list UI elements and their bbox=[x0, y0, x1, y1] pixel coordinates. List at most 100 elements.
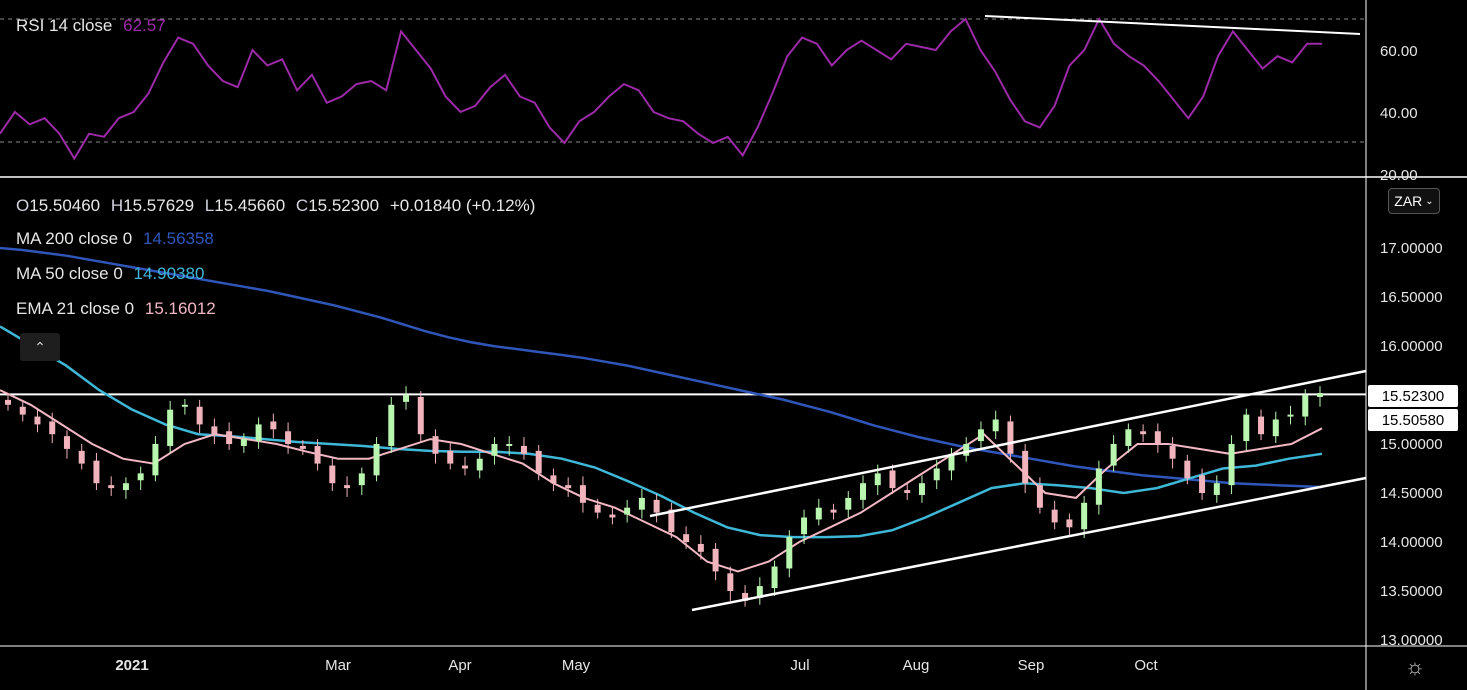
candle-body bbox=[1125, 429, 1132, 446]
candle-body bbox=[683, 534, 690, 542]
candle-body bbox=[476, 458, 483, 471]
candle-body bbox=[270, 421, 277, 430]
time-axis-label: 2021 bbox=[115, 657, 148, 674]
ma50-legend: MA 50 close 0 14.90380 bbox=[16, 264, 210, 284]
candle-body bbox=[461, 465, 468, 469]
candle-body bbox=[167, 409, 174, 446]
settings-button[interactable]: ☼ bbox=[1402, 654, 1428, 680]
candle-body bbox=[1154, 431, 1161, 444]
candle-body bbox=[1081, 502, 1088, 530]
candle-body bbox=[1036, 485, 1043, 508]
candle-body bbox=[358, 473, 365, 486]
candle-body bbox=[49, 421, 56, 435]
candle-body bbox=[889, 470, 896, 489]
rsi-trendline bbox=[984, 15, 1361, 35]
candle-body bbox=[19, 406, 26, 415]
candle-body bbox=[1022, 450, 1029, 484]
channel-lower-line bbox=[691, 476, 1367, 612]
candle-body bbox=[108, 485, 115, 489]
candle-body bbox=[1213, 483, 1220, 495]
price-axis-tick: 14.00000 bbox=[1380, 534, 1443, 551]
close-label: C bbox=[295, 196, 309, 215]
candle-body bbox=[1199, 475, 1206, 493]
ma50-label: MA 50 close 0 bbox=[16, 264, 123, 283]
price-axis-tick: 15.00000 bbox=[1380, 436, 1443, 453]
price-axis-tick: 17.00000 bbox=[1380, 240, 1443, 257]
candle-body bbox=[1051, 509, 1058, 523]
candle-body bbox=[1184, 460, 1191, 479]
low-label: L bbox=[204, 196, 215, 215]
high-label: H bbox=[110, 196, 124, 215]
candle-body bbox=[1169, 445, 1176, 459]
chevron-down-icon: ⌄ bbox=[1425, 195, 1434, 207]
candle-body bbox=[815, 507, 822, 520]
candle-body bbox=[1066, 519, 1073, 528]
candle-body bbox=[255, 424, 262, 442]
price-axis-tick: 13.00000 bbox=[1380, 632, 1443, 649]
sun-icon: ☼ bbox=[1404, 654, 1426, 679]
current-price-tag: 15.52300 bbox=[1368, 385, 1458, 407]
level-price-tag: 15.50580 bbox=[1368, 409, 1458, 431]
candle-body bbox=[1228, 444, 1235, 486]
candle-body bbox=[756, 586, 763, 598]
price-axis-tick: 16.50000 bbox=[1380, 289, 1443, 306]
candle-body bbox=[196, 406, 203, 425]
currency-selector[interactable]: ZAR ⌄ bbox=[1388, 188, 1440, 214]
ma200-legend: MA 200 close 0 14.56358 bbox=[16, 229, 220, 249]
candle-body bbox=[1302, 395, 1309, 417]
candle-body bbox=[520, 445, 527, 454]
candle-body bbox=[240, 439, 247, 446]
candle-body bbox=[211, 426, 218, 435]
candle-body bbox=[447, 450, 454, 464]
candle-body bbox=[830, 509, 837, 513]
candle-body bbox=[918, 483, 925, 495]
candle-body bbox=[373, 444, 380, 476]
candle-body bbox=[697, 543, 704, 552]
candle-body bbox=[314, 445, 321, 464]
candle-body bbox=[550, 475, 557, 484]
time-axis-label: Jul bbox=[790, 657, 809, 674]
rsi-value: 62.57 bbox=[123, 16, 166, 35]
candle-body bbox=[432, 436, 439, 454]
candle-body bbox=[948, 453, 955, 471]
candle-body bbox=[727, 573, 734, 591]
candle-body bbox=[506, 444, 513, 446]
candle-body bbox=[5, 399, 11, 405]
candle-body bbox=[992, 419, 999, 432]
channel-upper-line bbox=[649, 369, 1367, 518]
candle-body bbox=[771, 566, 778, 589]
candle-body bbox=[78, 450, 85, 464]
ema21-label: EMA 21 close 0 bbox=[16, 299, 135, 318]
candle-body bbox=[1110, 444, 1117, 466]
candle-body bbox=[860, 483, 867, 500]
candle-body bbox=[579, 485, 586, 503]
candle-body bbox=[344, 485, 351, 489]
ma200-value: 14.56358 bbox=[142, 229, 214, 248]
candle-body bbox=[181, 404, 188, 407]
candle-body bbox=[624, 507, 631, 515]
collapse-legend-button[interactable]: ⌃ bbox=[20, 333, 60, 361]
candle-body bbox=[874, 473, 881, 486]
ema21-value: 15.16012 bbox=[144, 299, 216, 318]
close-value: 15.52300 bbox=[308, 196, 380, 215]
candle-body bbox=[977, 429, 984, 442]
candle-body bbox=[845, 497, 852, 510]
candle-body bbox=[329, 465, 336, 484]
candle-body bbox=[653, 499, 660, 513]
candle-body bbox=[93, 460, 100, 484]
candle-body bbox=[1317, 393, 1323, 397]
candle-body bbox=[226, 431, 233, 444]
candle-body bbox=[34, 416, 41, 425]
candle-body bbox=[1272, 419, 1279, 437]
candle-body bbox=[594, 504, 601, 513]
candle-body bbox=[285, 431, 292, 444]
time-axis-label: Sep bbox=[1018, 657, 1045, 674]
candle-body bbox=[1007, 421, 1014, 454]
candle-body bbox=[535, 450, 542, 474]
candle-body bbox=[403, 395, 410, 402]
candle-body bbox=[933, 468, 940, 481]
currency-label: ZAR bbox=[1394, 193, 1423, 209]
rsi-label: RSI 14 close bbox=[16, 16, 113, 35]
rsi-axis-tick: 40.00 bbox=[1380, 105, 1418, 122]
